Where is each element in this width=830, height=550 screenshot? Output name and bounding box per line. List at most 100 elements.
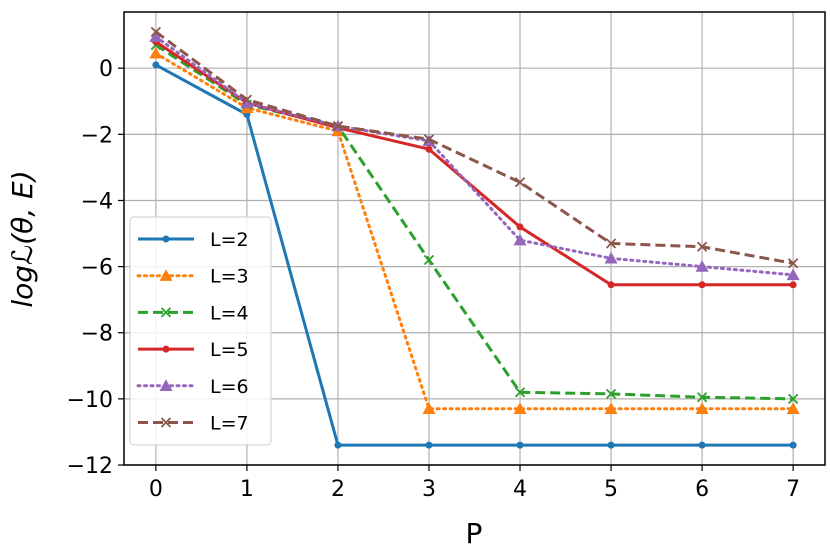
data-point	[786, 402, 800, 414]
series-line	[155, 40, 794, 287]
data-point-stroke	[514, 387, 526, 398]
legend-marker-stroke	[160, 307, 172, 318]
data-point	[423, 134, 435, 145]
data-point	[605, 238, 617, 249]
data-point	[787, 393, 799, 405]
data-point	[516, 223, 524, 231]
legend-marker	[159, 379, 173, 391]
y-tick-label: −2	[81, 123, 113, 148]
data-point	[607, 281, 615, 289]
data-point-stroke	[696, 392, 708, 403]
data-point	[695, 260, 709, 272]
series-line	[154, 51, 795, 411]
y-tick-label: −10	[67, 388, 113, 413]
legend-box	[129, 216, 272, 446]
x-tick-label: 1	[240, 477, 254, 502]
data-point	[696, 241, 708, 252]
x-tick-label: 0	[149, 477, 163, 502]
legend-item: L=5	[138, 339, 249, 361]
series-layer	[149, 26, 800, 449]
data-point-stroke	[241, 94, 253, 105]
data-point-stroke	[514, 177, 526, 188]
data-point	[789, 441, 797, 449]
legend-marker	[160, 307, 172, 318]
data-point	[514, 387, 526, 398]
data-point	[513, 402, 527, 414]
x-tick-label: 4	[513, 477, 527, 502]
data-point	[787, 258, 799, 269]
x-tick-label: 3	[422, 477, 436, 502]
legend-marker-stroke	[160, 417, 172, 428]
data-point	[149, 30, 163, 42]
data-point	[514, 177, 526, 188]
x-tick-label: 2	[331, 477, 345, 502]
legend-item: L=2	[138, 229, 249, 251]
data-point	[334, 441, 342, 449]
legend-marker	[160, 417, 172, 428]
legend-label: L=2	[210, 229, 249, 251]
y-tick-label: −6	[81, 256, 113, 281]
x-ticks: 0 1 2 3 4 5 6 7	[149, 465, 800, 502]
data-point-stroke	[423, 254, 435, 266]
data-point	[240, 96, 254, 109]
data-point	[516, 441, 524, 449]
legend-item: L=4	[138, 302, 249, 324]
x-tick-label: 7	[786, 477, 800, 502]
data-point	[604, 402, 618, 414]
x-axis-title: P	[466, 517, 483, 550]
y-tick-label: 0	[99, 57, 113, 82]
data-point	[150, 26, 162, 37]
data-point	[422, 402, 436, 414]
legend-label: L=3	[210, 266, 249, 288]
data-point	[698, 281, 706, 289]
series-line	[154, 35, 795, 277]
data-point-stroke	[605, 388, 617, 400]
legend-item: L=6	[136, 376, 249, 398]
data-point	[789, 281, 797, 289]
x-tick-label: 5	[604, 477, 618, 502]
data-point	[695, 402, 709, 414]
data-point	[425, 441, 433, 449]
x-tick-label: 6	[695, 477, 709, 502]
y-axis-title: logℒ(θ, E)	[6, 170, 39, 307]
data-point	[425, 145, 433, 153]
data-point	[423, 254, 435, 266]
data-point-stroke	[332, 120, 344, 132]
legend-item: L=7	[138, 413, 249, 435]
y-tick-label: −12	[67, 454, 113, 479]
data-point	[696, 392, 708, 403]
legend-marker	[159, 269, 173, 281]
legend-marker	[162, 345, 170, 353]
data-point	[605, 388, 617, 400]
series-line	[155, 63, 794, 447]
series-line	[154, 30, 794, 265]
series-L=2	[152, 61, 797, 449]
data-point-stroke	[696, 241, 708, 252]
plot-frame	[123, 11, 826, 466]
legend-label: L=7	[210, 413, 249, 435]
y-ticks: 0 −2 −4 −6 −8 −10 −12	[67, 57, 124, 479]
legend-label: L=5	[210, 339, 249, 361]
series-L=7	[150, 26, 799, 269]
data-point	[513, 233, 527, 246]
y-tick-label: −8	[81, 322, 113, 347]
data-point-stroke	[423, 134, 435, 145]
data-point	[241, 94, 253, 105]
legend: L=2 L=3 L=4 L=5 L=6 L=7	[129, 216, 272, 446]
data-point	[149, 46, 163, 59]
data-point	[152, 61, 160, 69]
data-point	[332, 120, 344, 132]
legend-label: L=6	[210, 376, 249, 398]
data-point	[786, 268, 800, 281]
data-point-stroke	[787, 393, 799, 405]
legend-item: L=3	[136, 266, 249, 288]
data-point	[607, 441, 615, 449]
legend-label: L=4	[210, 302, 249, 324]
data-point-stroke	[150, 26, 162, 37]
data-point-stroke	[787, 258, 799, 269]
data-point	[604, 251, 618, 264]
data-point-stroke	[605, 238, 617, 249]
data-point	[698, 441, 706, 449]
y-tick-label: −4	[81, 189, 113, 214]
